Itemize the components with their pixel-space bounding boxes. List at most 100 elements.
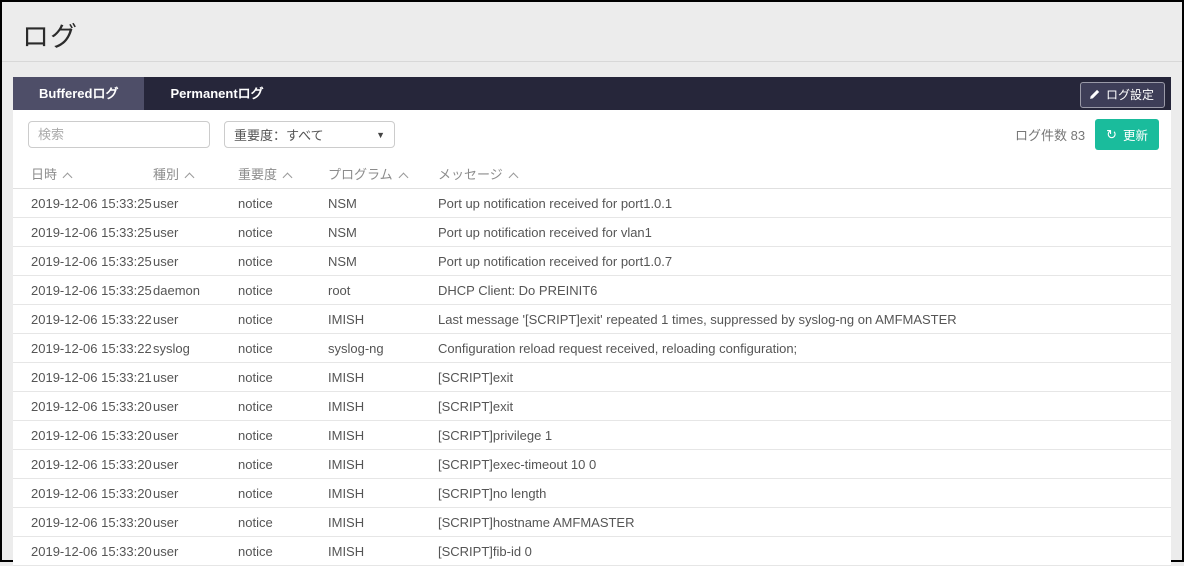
- column-header[interactable]: メッセージ: [438, 164, 1171, 183]
- column-header-label: メッセージ: [438, 167, 503, 182]
- page-header: ログ: [2, 2, 1182, 62]
- log-settings-button[interactable]: ログ設定: [1079, 82, 1165, 108]
- search-input[interactable]: [28, 121, 210, 148]
- tab-permanent-log[interactable]: Permanentログ: [170, 86, 264, 101]
- table-row[interactable]: 2019-12-06 15:33:22 syslog notice syslog…: [13, 334, 1171, 363]
- column-header[interactable]: 種別: [153, 164, 238, 183]
- log-count-label: ログ件数 83: [1015, 128, 1086, 143]
- table-row[interactable]: 2019-12-06 15:33:20 user notice IMISH [S…: [13, 537, 1171, 566]
- column-header[interactable]: 日時: [13, 164, 153, 183]
- cell-severity: notice: [238, 398, 273, 414]
- cell-severity: notice: [238, 369, 273, 385]
- cell-datetime: 2019-12-06 15:33:20: [31, 427, 152, 443]
- cell-datetime: 2019-12-06 15:33:25: [31, 253, 152, 269]
- cell-facility: user: [153, 369, 179, 385]
- cell-datetime: 2019-12-06 15:33:22: [31, 340, 152, 356]
- tab-buffered-log[interactable]: Bufferedログ: [13, 77, 145, 110]
- cell-severity: notice: [238, 195, 273, 211]
- cell-program: NSM: [328, 224, 357, 240]
- cell-facility: user: [153, 514, 179, 530]
- panel-content: 重要度：すべて ▼ ログ件数 83 ↻ 更新 日時 種別 重要度 プログラム メ…: [13, 110, 1171, 566]
- cell-program: root: [328, 282, 351, 298]
- cell-message: [SCRIPT]exec-timeout 10 0: [438, 456, 597, 472]
- pencil-icon: [1089, 89, 1100, 100]
- log-panel: Bufferedログ Permanentログ ログ設定 重要度：すべて ▼ ログ…: [13, 77, 1171, 566]
- sort-asc-icon: [398, 172, 409, 183]
- cell-program: NSM: [328, 253, 357, 269]
- sort-asc-icon: [62, 172, 73, 183]
- column-header[interactable]: プログラム: [328, 164, 438, 183]
- cell-message: [SCRIPT]exit: [438, 369, 514, 385]
- cell-datetime: 2019-12-06 15:33:20: [31, 398, 152, 414]
- chevron-down-icon: ▼: [376, 129, 385, 140]
- cell-facility: syslog: [153, 340, 190, 356]
- cell-severity: notice: [238, 224, 273, 240]
- cell-program: syslog-ng: [328, 340, 384, 356]
- table-row[interactable]: 2019-12-06 15:33:20 user notice IMISH [S…: [13, 508, 1171, 537]
- cell-datetime: 2019-12-06 15:33:21: [31, 369, 152, 385]
- table-row[interactable]: 2019-12-06 15:33:25 daemon notice root D…: [13, 276, 1171, 305]
- cell-message: [SCRIPT]privilege 1: [438, 427, 553, 443]
- cell-message: Last message '[SCRIPT]exit' repeated 1 t…: [438, 311, 957, 327]
- table-row[interactable]: 2019-12-06 15:33:20 user notice IMISH [S…: [13, 479, 1171, 508]
- cell-datetime: 2019-12-06 15:33:25: [31, 224, 152, 240]
- refresh-icon: ↻: [1106, 127, 1117, 142]
- page-title: ログ: [22, 22, 78, 52]
- cell-program: IMISH: [328, 485, 365, 501]
- cell-program: IMISH: [328, 543, 365, 559]
- table-row[interactable]: 2019-12-06 15:33:25 user notice NSM Port…: [13, 218, 1171, 247]
- cell-severity: notice: [238, 340, 273, 356]
- log-table: 日時 種別 重要度 プログラム メッセージ 2019-12-06 15:33:2…: [13, 159, 1171, 566]
- column-header[interactable]: 重要度: [238, 164, 328, 183]
- cell-program: IMISH: [328, 456, 365, 472]
- sort-asc-icon: [282, 172, 293, 183]
- table-row[interactable]: 2019-12-06 15:33:22 user notice IMISH La…: [13, 305, 1171, 334]
- cell-message: Port up notification received for port1.…: [438, 253, 673, 269]
- table-row[interactable]: 2019-12-06 15:33:21 user notice IMISH [S…: [13, 363, 1171, 392]
- controls-right: ログ件数 83 ↻ 更新: [1015, 119, 1159, 150]
- cell-datetime: 2019-12-06 15:33:20: [31, 485, 152, 501]
- cell-datetime: 2019-12-06 15:33:25: [31, 282, 152, 298]
- cell-facility: user: [153, 195, 179, 211]
- cell-message: [SCRIPT]exit: [438, 398, 514, 414]
- cell-severity: notice: [238, 514, 273, 530]
- cell-facility: daemon: [153, 282, 200, 298]
- cell-message: [SCRIPT]hostname AMFMASTER: [438, 514, 635, 530]
- table-header-row: 日時 種別 重要度 プログラム メッセージ: [13, 159, 1171, 189]
- table-row[interactable]: 2019-12-06 15:33:25 user notice NSM Port…: [13, 247, 1171, 276]
- refresh-label: 更新: [1122, 129, 1148, 143]
- cell-facility: user: [153, 253, 179, 269]
- cell-message: Port up notification received for port1.…: [438, 195, 673, 211]
- cell-program: NSM: [328, 195, 357, 211]
- cell-datetime: 2019-12-06 15:33:20: [31, 456, 152, 472]
- sort-asc-icon: [184, 172, 195, 183]
- cell-facility: user: [153, 456, 179, 472]
- column-header-label: 日時: [31, 167, 58, 182]
- tab-bar: Bufferedログ Permanentログ ログ設定: [13, 77, 1171, 110]
- table-row[interactable]: 2019-12-06 15:33:20 user notice IMISH [S…: [13, 421, 1171, 450]
- column-header-label: 種別: [153, 167, 180, 182]
- cell-severity: notice: [238, 485, 273, 501]
- table-row[interactable]: 2019-12-06 15:33:20 user notice IMISH [S…: [13, 450, 1171, 479]
- cell-message: DHCP Client: Do PREINIT6: [438, 282, 598, 298]
- refresh-button[interactable]: ↻ 更新: [1095, 119, 1159, 150]
- severity-select[interactable]: 重要度：すべて ▼: [224, 121, 395, 148]
- cell-program: IMISH: [328, 369, 365, 385]
- sort-asc-icon: [508, 172, 519, 183]
- cell-message: Configuration reload request received, r…: [438, 340, 798, 356]
- cell-datetime: 2019-12-06 15:33:25: [31, 195, 152, 211]
- cell-program: IMISH: [328, 311, 365, 327]
- cell-facility: user: [153, 485, 179, 501]
- cell-facility: user: [153, 311, 179, 327]
- table-row[interactable]: 2019-12-06 15:33:25 user notice NSM Port…: [13, 189, 1171, 218]
- cell-message: [SCRIPT]fib-id 0: [438, 543, 532, 559]
- table-row[interactable]: 2019-12-06 15:33:20 user notice IMISH [S…: [13, 392, 1171, 421]
- severity-select-value: 重要度：すべて: [234, 128, 324, 143]
- column-header-label: 重要度: [238, 167, 278, 182]
- cell-datetime: 2019-12-06 15:33:22: [31, 311, 152, 327]
- column-header-label: プログラム: [328, 167, 393, 182]
- cell-severity: notice: [238, 282, 273, 298]
- controls-row: 重要度：すべて ▼ ログ件数 83 ↻ 更新: [13, 110, 1171, 159]
- cell-facility: user: [153, 427, 179, 443]
